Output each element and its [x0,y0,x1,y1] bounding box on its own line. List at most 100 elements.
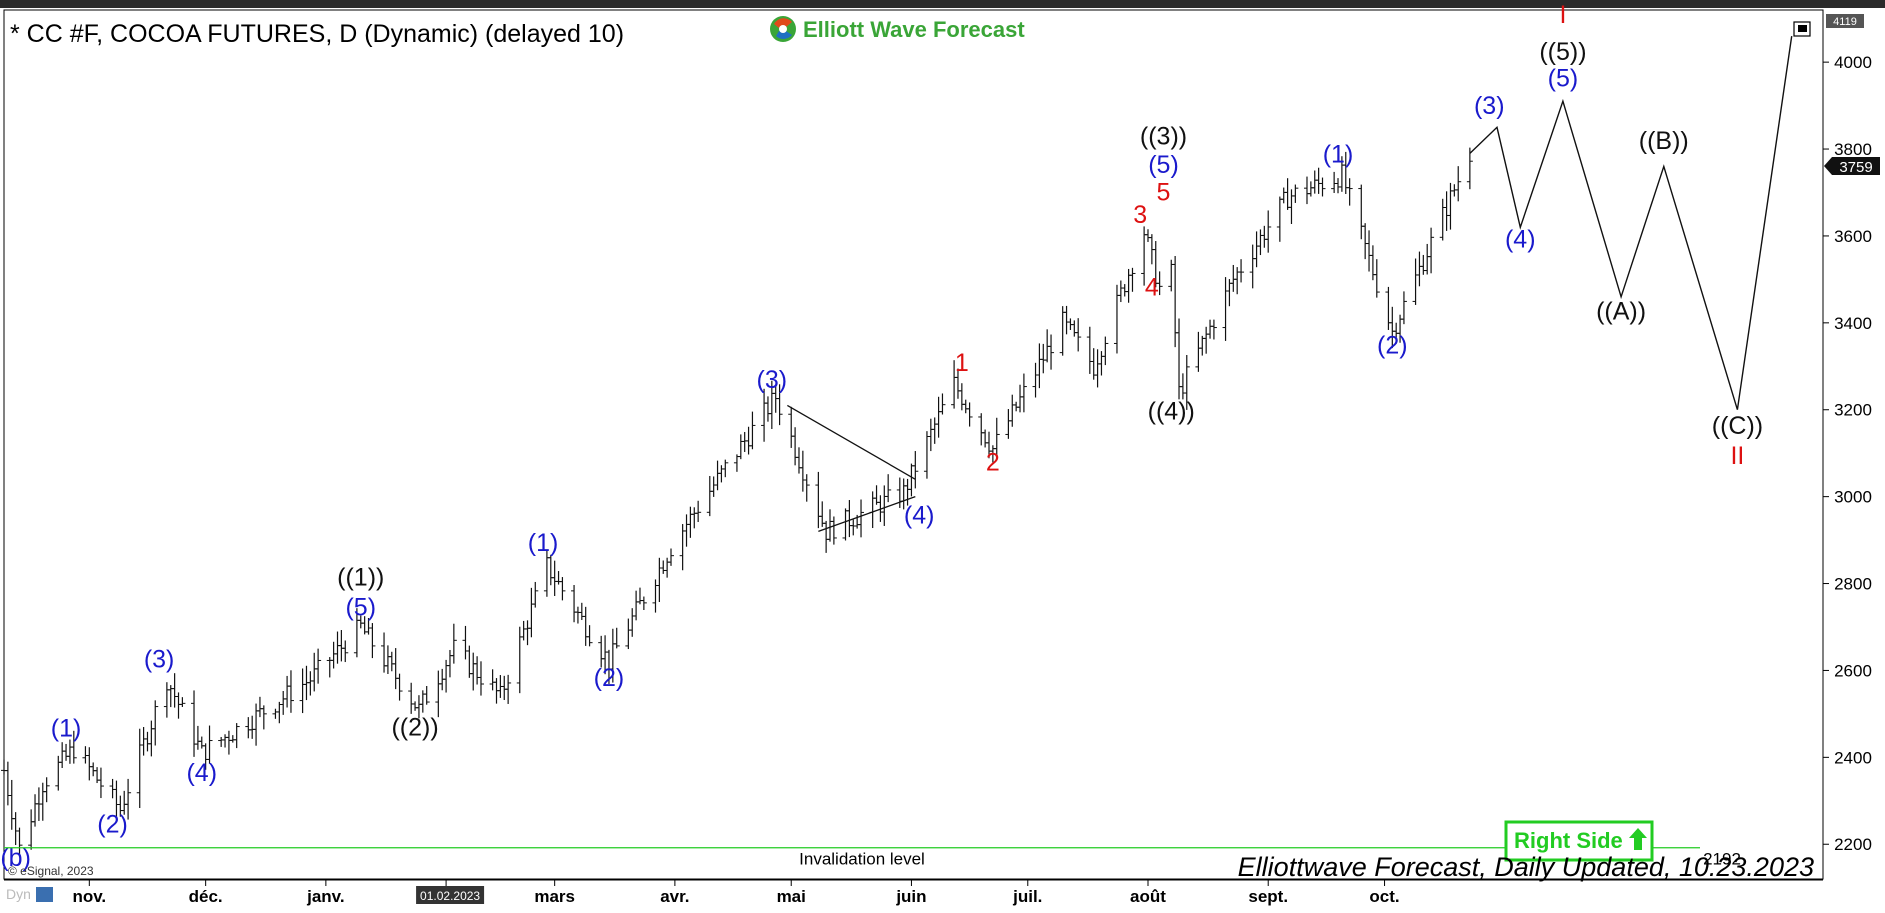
wave-label: (5) [1148,151,1179,179]
ohlc-bar [280,691,287,715]
ohlc-bar [276,701,283,724]
time-tick-label: juil. [1012,887,1042,906]
ohlc-bar [1455,166,1462,202]
wave-label: (b) [0,844,31,872]
ohlc-bar [718,465,725,483]
triangle-upper-line [787,404,916,480]
ohlc-bar [842,508,849,541]
ohlc-bar [144,731,151,752]
ohlc-bar [474,656,481,685]
wave-label: (1) [1323,141,1354,169]
date-highlight [416,886,485,904]
brand-name: Elliott Wave Forecast [803,17,1025,42]
ohlc-bar [1234,267,1241,295]
ohlc-bar [70,730,77,764]
top-price-tag: 4119 [1826,14,1864,28]
ohlc-bar [695,500,702,523]
corner-label: Dyn [6,886,31,902]
ohlc-bar [225,730,232,755]
ohlc-bar [1346,178,1353,206]
ohlc-bar [435,670,442,718]
ohlc-bar [109,778,116,799]
ohlc-bar [466,645,473,678]
ohlc-bar [272,708,279,719]
ohlc-bar [1144,229,1151,242]
ohlc-bar [1257,229,1264,256]
wave-label: ((A)) [1596,297,1646,325]
ohlc-bar [1040,343,1047,374]
ohlc-bar [1048,334,1055,370]
price-tick-label: 3600 [1834,227,1872,246]
chart-title: * CC #F, COCOA FUTURES, D (Dynamic) (del… [10,20,624,48]
ohlc-bar [1075,318,1082,352]
ohlc-bar [1094,349,1101,388]
ohlc-bar [788,406,795,448]
ohlc-bar [1129,267,1136,292]
ohlc-bar [958,383,965,411]
ohlc-bar [1098,351,1105,376]
right-side-badge: Right Side [1504,820,1654,862]
ohlc-bar [574,606,581,624]
wave-label: 2 [986,449,1000,477]
ohlc-bar [1020,373,1027,413]
ohlc-bar [586,625,593,647]
ohlc-bar [912,451,919,489]
wave-label: (3) [757,366,788,394]
ohlc-bar [1156,271,1163,296]
ohlc-bar [687,506,694,538]
price-axis-labels: 2200 2400 2600 2800 3000 3200 3400 3600 3800 4000 [1823,53,1872,854]
ohlc-bar [978,413,985,446]
price-tick-label: 2200 [1834,835,1872,854]
ohlc-bar [803,474,810,502]
ohlc-bar [625,618,632,650]
ohlc-bar [1261,225,1268,248]
ohlc-bar [152,700,159,746]
ohlc-bar [1238,259,1245,283]
ohlc-bar [737,434,744,460]
time-tick-label: déc. [189,887,223,906]
ohlc-bar [559,577,566,601]
ohlc-bar [4,761,11,806]
ohlc-bars [1,147,1473,855]
ohlc-bar [194,725,201,750]
price-tick-label: 3400 [1834,314,1872,333]
ohlc-bar [858,499,865,538]
ohlc-bar [381,632,388,673]
ohlc-bar [443,659,450,693]
triangle-pattern [787,404,916,533]
ohlc-bar [1195,331,1202,372]
ohlc-bar [86,747,93,781]
ohlc-bar [253,703,260,746]
ohlc-bar [939,393,946,415]
ohlc-bar [256,696,263,718]
brand-logo [770,16,796,42]
ohlc-bar [245,717,252,739]
price-tick-label: 2400 [1834,748,1872,767]
ohlc-bar [881,485,888,526]
ohlc-bar [287,670,294,713]
ohlc-bar [1280,187,1287,204]
ohlc-bar [299,668,306,714]
ohlc-bar [927,418,934,452]
time-tick-label: avr. [660,887,689,906]
ohlc-bar [1303,176,1310,205]
ohlc-bar [710,476,717,497]
wave-label: I [1559,1,1566,29]
ohlc-bar [191,690,198,757]
ohlc-bar [1,759,7,775]
ohlc-bar [795,447,802,474]
ohlc-bar [1009,394,1016,427]
ohlc-bar [908,463,915,497]
restore-window-icon[interactable] [1793,21,1811,37]
ohlc-bar [315,648,322,684]
projection-line [1469,35,1793,410]
ohlc-bar [342,640,349,663]
ohlc-bar [163,682,170,718]
ohlc-bar [1102,336,1109,366]
window-top-bar [0,0,1885,8]
ohlc-bar [505,674,512,704]
wave-label: ((4)) [1148,397,1195,425]
ohlc-bar [582,606,589,646]
ohlc-bar [90,762,97,777]
